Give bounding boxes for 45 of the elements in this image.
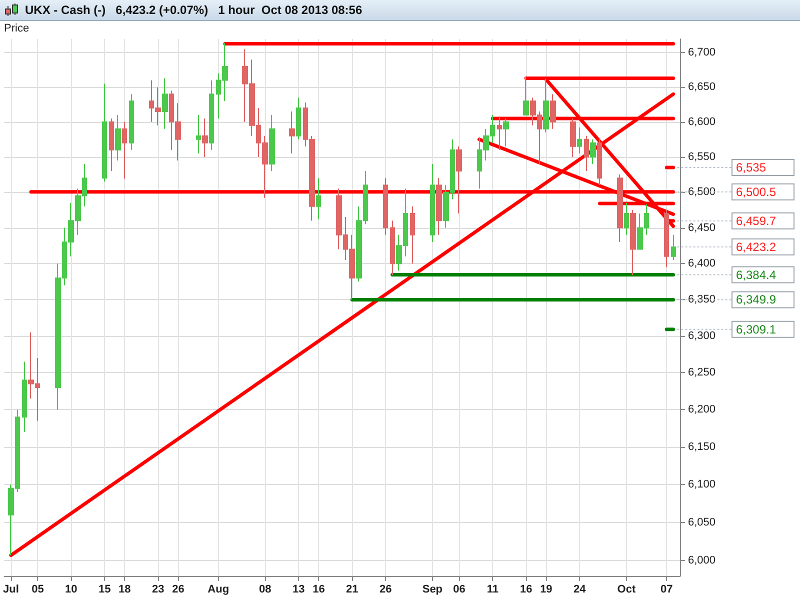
x-tick-label: 15	[98, 584, 111, 596]
x-tick-label: 08	[259, 584, 272, 596]
y-tick-label: 6,050	[688, 516, 716, 528]
x-tick-label: Aug	[208, 584, 230, 596]
y-tick-label: 6,700	[688, 46, 716, 59]
x-tick-label: 07	[660, 584, 673, 596]
x-tick-label: Oct	[617, 584, 636, 596]
y-tick-label: 6,000	[688, 554, 716, 567]
annotation: 6,384.4	[736, 268, 776, 282]
x-tick-label: 19	[540, 584, 552, 596]
x-tick-label: 16	[312, 584, 325, 596]
y-tick-label: 6,100	[688, 478, 716, 491]
x-tick-label: 10	[65, 584, 78, 596]
y-tick-label: 6,450	[688, 222, 716, 234]
y-tick-label: 6,550	[688, 150, 716, 163]
y-tick-label: 6,350	[688, 294, 716, 306]
y-tick-label: 6,500	[688, 186, 716, 198]
annotation: 6,535	[736, 160, 766, 174]
x-tick-label: 05	[32, 584, 44, 596]
x-tick-label: 16	[520, 584, 532, 596]
y-axis-title: Price	[4, 22, 30, 34]
x-tick-label: 21	[346, 584, 358, 596]
annotation: 6,459.7	[736, 214, 776, 228]
x-tick-label: 23	[152, 584, 164, 596]
x-tick-label: 18	[118, 584, 131, 596]
chart-title: UKX - Cash (-) 6,423.2 (+0.07%) 1 hour Oct 08 2013 08:56	[25, 3, 362, 17]
x-tick-label: 13	[292, 584, 305, 596]
y-tick-label: 6,600	[688, 116, 716, 128]
x-tick-label: Sep	[422, 584, 443, 596]
x-tick-label: 26	[172, 584, 184, 596]
annotation: 6,423.2	[736, 240, 776, 254]
x-tick-label: 24	[574, 584, 587, 596]
x-tick-label: 11	[486, 584, 498, 596]
y-tick-label: 6,400	[688, 258, 716, 270]
y-tick-label: 6,150	[688, 440, 716, 453]
y-tick-label: 6,650	[688, 81, 716, 94]
y-tick-label: 6,300	[688, 330, 716, 342]
x-tick-label: Jul	[2, 584, 19, 596]
y-tick-label: 6,200	[688, 404, 716, 416]
annotation: 6,349.9	[736, 292, 776, 307]
annotation: 6,500.5	[736, 184, 776, 199]
y-tick-label: 6,250	[688, 366, 716, 379]
x-tick-label: 06	[453, 584, 466, 596]
annotation: 6,309.1	[736, 322, 776, 336]
x-tick-label: 26	[379, 584, 392, 596]
